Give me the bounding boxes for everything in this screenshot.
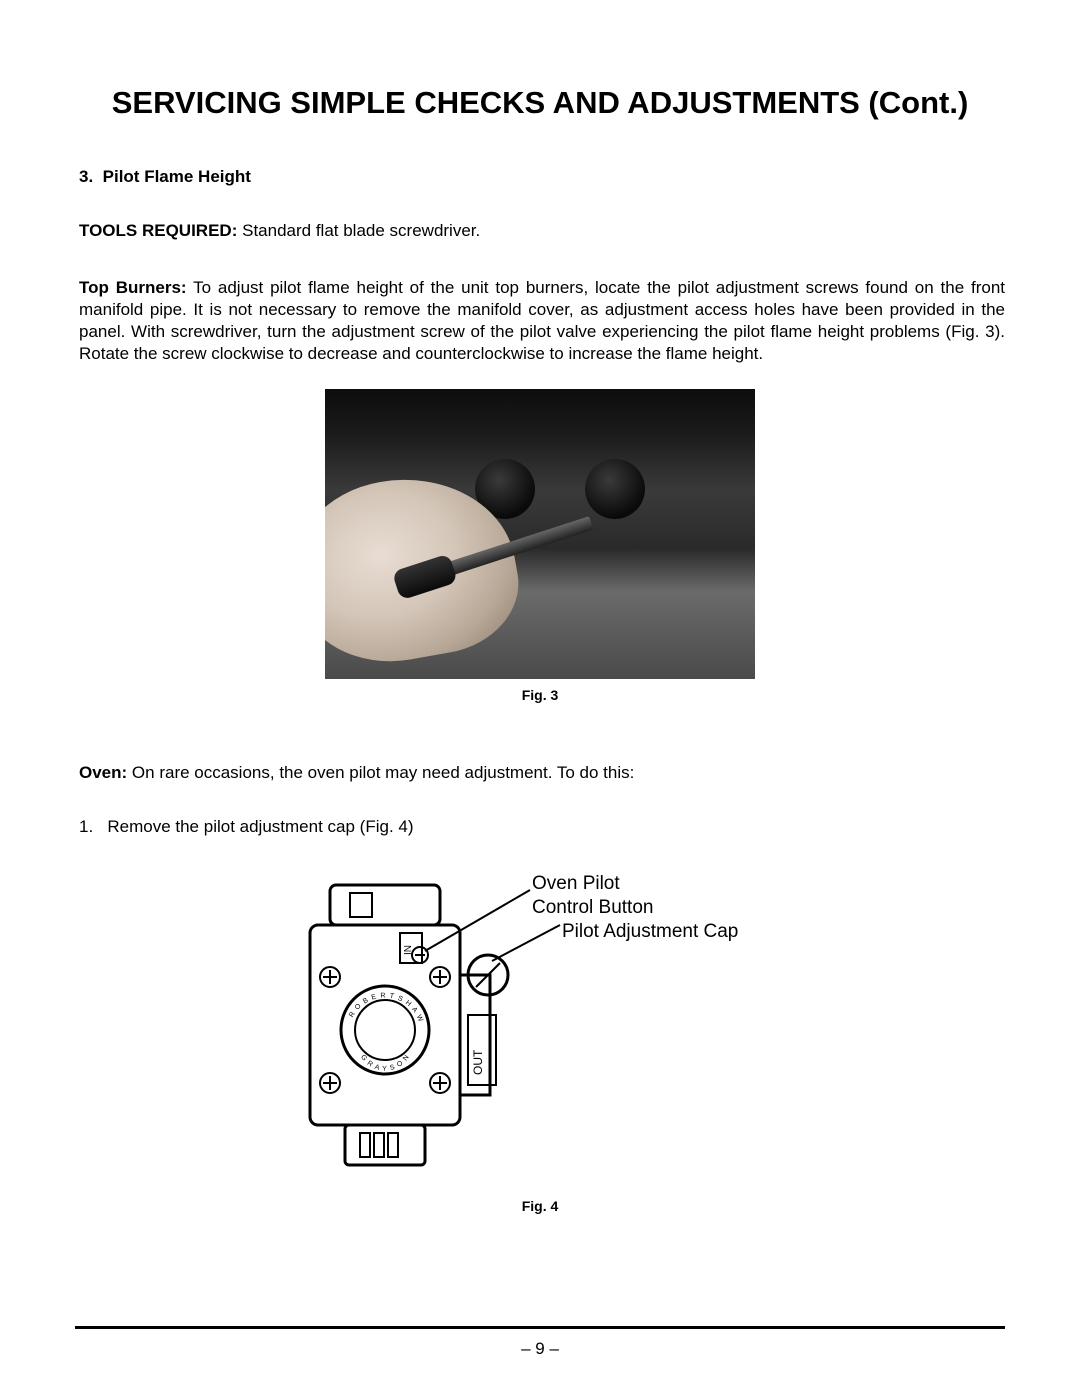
top-burners-label: Top Burners: bbox=[79, 278, 187, 297]
oven-label: Oven: bbox=[79, 763, 127, 782]
step-1-text: Remove the pilot adjustment cap (Fig. 4) bbox=[107, 817, 413, 836]
burner-knob-icon bbox=[585, 459, 645, 519]
footer-rule bbox=[75, 1326, 1005, 1329]
out-label: OUT bbox=[471, 1049, 485, 1075]
page-number: – 9 – bbox=[0, 1339, 1080, 1359]
figure-4: R O B E R T S H A W G R A Y S O N IN OUT… bbox=[75, 865, 1005, 1190]
figure-3-caption: Fig. 3 bbox=[75, 687, 1005, 703]
tools-required-line: TOOLS REQUIRED: Standard flat blade scre… bbox=[75, 221, 1005, 241]
figure-4-caption: Fig. 4 bbox=[75, 1198, 1005, 1214]
oven-paragraph: Oven: On rare occasions, the oven pilot … bbox=[75, 763, 1005, 783]
figure-3 bbox=[75, 389, 1005, 679]
oven-text: On rare occasions, the oven pilot may ne… bbox=[132, 763, 634, 782]
section-heading: 3. Pilot Flame Height bbox=[75, 167, 1005, 187]
page-title: SERVICING SIMPLE CHECKS AND ADJUSTMENTS … bbox=[75, 85, 1005, 121]
step-1: 1. Remove the pilot adjustment cap (Fig.… bbox=[75, 817, 1005, 837]
callout-pilot-adjustment-cap: Pilot Adjustment Cap bbox=[562, 921, 738, 942]
section-number: 3. bbox=[79, 167, 93, 186]
figure-4-diagram: R O B E R T S H A W G R A Y S O N IN OUT… bbox=[270, 865, 810, 1185]
step-1-number: 1. bbox=[79, 817, 93, 836]
top-burners-text: To adjust pilot flame height of the unit… bbox=[79, 278, 1005, 363]
callout-control-button: Control Button bbox=[532, 897, 653, 918]
tools-label: TOOLS REQUIRED: bbox=[79, 221, 237, 240]
section-heading-text: Pilot Flame Height bbox=[103, 167, 251, 186]
tools-text: Standard flat blade screwdriver. bbox=[242, 221, 480, 240]
in-label: IN bbox=[403, 945, 414, 955]
top-burners-paragraph: Top Burners: To adjust pilot flame heigh… bbox=[75, 277, 1005, 365]
callout-oven-pilot: Oven Pilot bbox=[532, 873, 620, 894]
figure-3-photo bbox=[325, 389, 755, 679]
